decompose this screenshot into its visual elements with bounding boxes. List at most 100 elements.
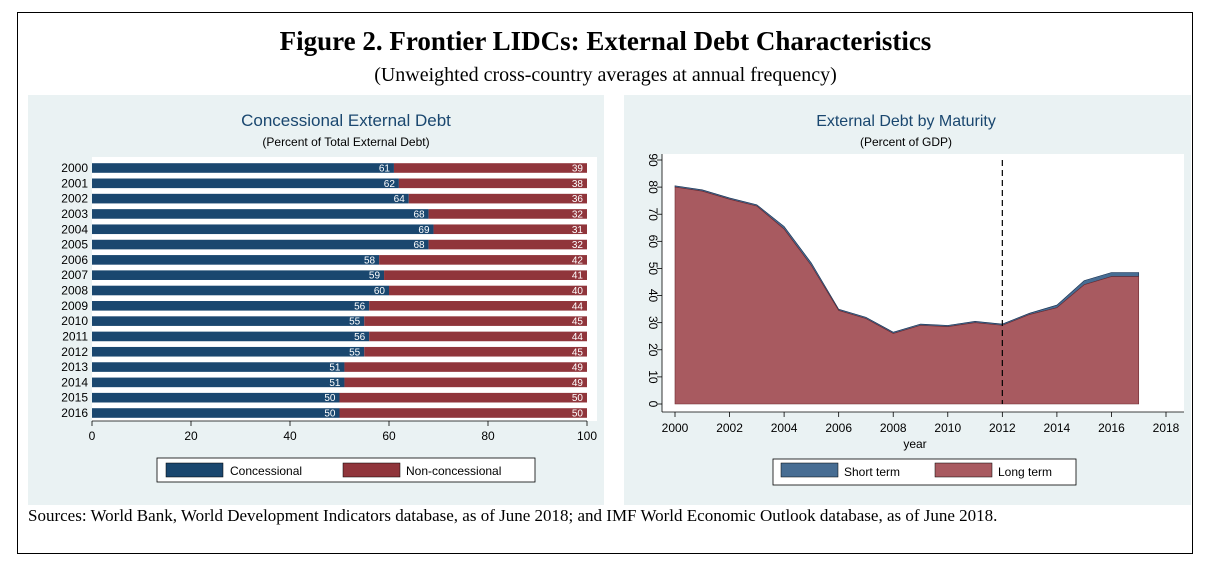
bar-non-concessional [364, 316, 587, 326]
bar-label-non-concessional: 45 [572, 347, 584, 358]
bar-label-concessional: 62 [384, 179, 396, 190]
legend-label-non-concessional: Non-concessional [406, 464, 501, 478]
bar-concessional [92, 331, 370, 342]
bar-concessional [92, 239, 429, 250]
bar-non-concessional [433, 224, 587, 235]
bar-concessional [92, 224, 434, 235]
bar-label-non-concessional: 45 [572, 317, 584, 328]
y-tick-label: 2000 [61, 161, 88, 175]
bar-label-non-concessional: 36 [572, 194, 584, 205]
bar-concessional [92, 316, 365, 326]
x-tick-label: 2000 [662, 421, 689, 435]
figure-title: Figure 2. Frontier LIDCs: External Debt … [279, 26, 932, 56]
bar-label-concessional: 51 [329, 363, 341, 374]
bar-label-concessional: 59 [369, 271, 381, 282]
bar-label-concessional: 50 [324, 393, 336, 404]
bar-label-non-concessional: 31 [572, 225, 584, 236]
legend-swatch-short-term [780, 462, 839, 478]
bar-non-concessional [393, 163, 587, 173]
bar-label-non-concessional: 44 [572, 332, 584, 343]
bar-concessional [92, 178, 399, 189]
y-tick-label: 2014 [61, 375, 88, 389]
bar-label-concessional: 60 [374, 286, 386, 297]
bar-label-concessional: 64 [394, 194, 406, 205]
y-tick-label: 2001 [61, 176, 88, 190]
right-area-series [674, 160, 1140, 405]
bar-label-non-concessional: 38 [572, 179, 584, 190]
bar-non-concessional [408, 193, 587, 204]
bar-concessional [92, 270, 385, 280]
x-tick-label: 60 [382, 429, 396, 443]
y-tick-label: 30 [646, 316, 660, 330]
bar-concessional [92, 163, 394, 173]
bar-label-non-concessional: 50 [572, 409, 584, 420]
bar-non-concessional [364, 346, 587, 357]
bar-concessional [92, 301, 370, 311]
y-tick-label: 2009 [61, 299, 88, 313]
y-tick-label: 2013 [61, 360, 88, 374]
y-tick-label: 0 [646, 401, 660, 408]
bar-label-non-concessional: 32 [572, 240, 584, 251]
x-tick-label: 2006 [825, 421, 852, 435]
y-tick-label: 2007 [61, 268, 88, 282]
y-tick-label: 80 [646, 180, 660, 194]
y-tick-label: 2011 [62, 329, 88, 343]
bar-non-concessional [379, 255, 587, 265]
bar-non-concessional [398, 178, 587, 189]
bar-label-non-concessional: 50 [572, 393, 584, 404]
x-tick-label: 2010 [934, 421, 961, 435]
bar-label-non-concessional: 32 [572, 209, 584, 220]
bar-non-concessional [344, 377, 587, 388]
y-tick-label: 90 [646, 153, 660, 167]
bar-non-concessional [384, 270, 587, 280]
bar-concessional [92, 408, 340, 418]
y-tick-label: 2010 [61, 314, 88, 328]
y-tick-label: 2003 [61, 207, 88, 221]
x-tick-label: 2004 [771, 421, 798, 435]
concessional-debt-panel: Concessional External Debt (Percent of T… [28, 95, 604, 505]
left-bars: 61 39 2000 62 38 2001 64 36 2002 68 32 2003 69 31 2004… [61, 161, 587, 420]
bar-label-non-concessional: 41 [572, 271, 584, 282]
bar-label-non-concessional: 44 [572, 301, 584, 312]
x-tick-label: 2008 [880, 421, 907, 435]
legend-label-long-term: Long term [998, 465, 1052, 479]
bar-label-concessional: 58 [364, 255, 376, 266]
bar-non-concessional [339, 392, 587, 403]
right-chart-subtitle: (Percent of GDP) [860, 135, 952, 149]
bar-label-non-concessional: 49 [572, 378, 584, 389]
bar-concessional [92, 362, 345, 372]
bar-concessional [92, 285, 389, 296]
left-chart-title: Concessional External Debt [241, 111, 451, 130]
y-tick-label: 2004 [61, 222, 88, 236]
y-tick-label: 2002 [61, 192, 88, 206]
debt-maturity-panel: External Debt by Maturity (Percent of GD… [624, 95, 1191, 505]
y-tick-label: 40 [646, 289, 660, 303]
bar-label-non-concessional: 42 [572, 255, 584, 266]
figure-subtitle: (Unweighted cross-country averages at an… [374, 64, 837, 86]
y-tick-label: 70 [646, 208, 660, 222]
x-tick-label: 2018 [1153, 421, 1180, 435]
bar-label-concessional: 55 [349, 347, 361, 358]
legend-label-concessional: Concessional [230, 464, 302, 478]
x-tick-label: 2014 [1044, 421, 1071, 435]
y-tick-label: 2016 [61, 406, 88, 420]
x-tick-label: 2012 [989, 421, 1016, 435]
area-long-term [674, 186, 1140, 405]
x-tick-label: 2002 [716, 421, 743, 435]
bar-label-concessional: 50 [324, 409, 336, 420]
bar-label-concessional: 68 [413, 209, 425, 220]
bar-non-concessional [339, 408, 587, 418]
bar-label-non-concessional: 40 [572, 286, 584, 297]
y-tick-label: 2015 [61, 391, 88, 405]
bar-label-concessional: 68 [413, 240, 425, 251]
y-tick-label: 2005 [61, 238, 88, 252]
bar-concessional [92, 346, 365, 357]
bar-non-concessional [369, 301, 587, 311]
y-tick-label: 2006 [61, 253, 88, 267]
x-tick-label: 2016 [1098, 421, 1125, 435]
bar-non-concessional [344, 362, 587, 372]
left-legend: Concessional Non-concessional [156, 457, 536, 483]
bar-label-concessional: 69 [418, 225, 430, 236]
bar-label-non-concessional: 39 [572, 164, 584, 175]
left-x-axis: 0 20 40 60 80 100 [89, 420, 597, 443]
